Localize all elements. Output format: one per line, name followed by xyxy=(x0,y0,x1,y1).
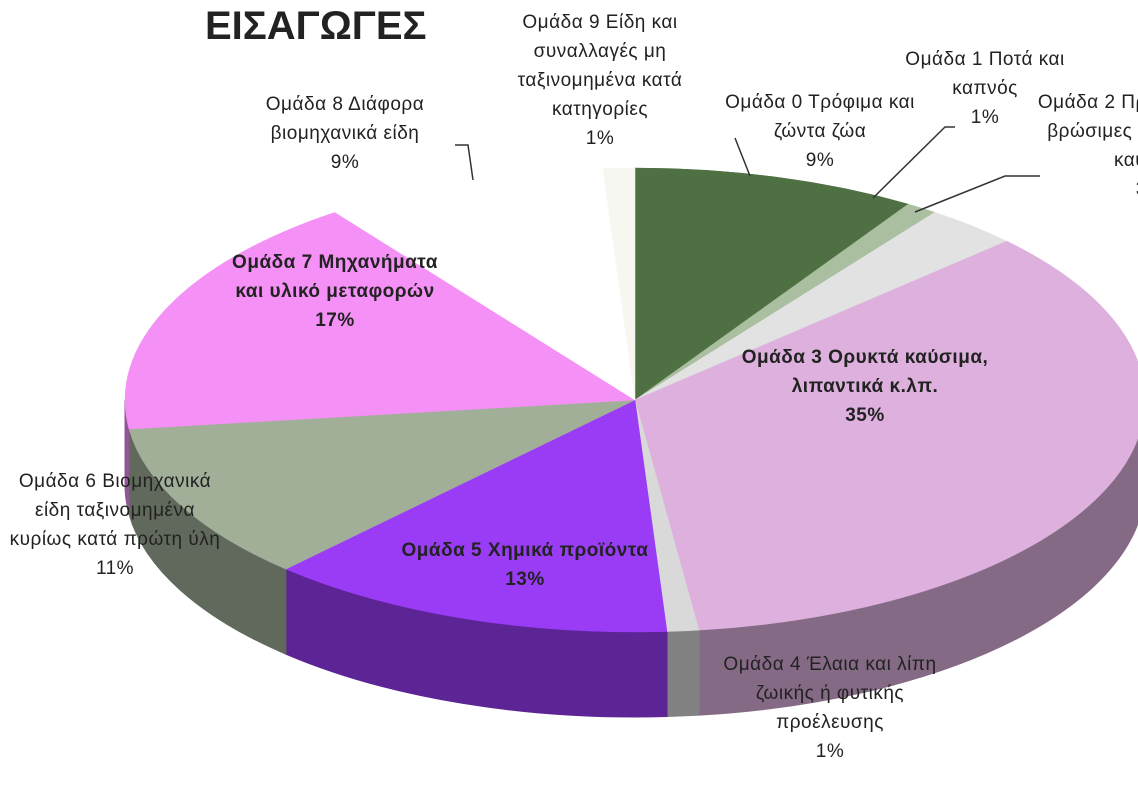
tops xyxy=(124,167,1138,633)
slice xyxy=(634,167,909,401)
value-label: 9% xyxy=(330,152,360,173)
category-label: Ομάδα 2 Πρώτες ύλες μη βρώσιμες εκτός απ… xyxy=(1037,92,1138,171)
data-label: Ομάδα 0 Τρόφιμα και ζώντα ζώα 9% xyxy=(710,88,930,175)
category-label: Ομάδα 9 Είδη και συναλλαγές μη ταξινομημ… xyxy=(517,12,683,120)
slice xyxy=(124,212,636,430)
leader-line xyxy=(872,126,955,199)
data-label: Ομάδα 3 Ορυκτά καύσιμα, λιπαντικά κ.λπ. 3… xyxy=(730,343,1000,430)
value-label: 9% xyxy=(805,150,835,171)
category-label: Ομάδα 8 Διάφορα βιομηχανικά είδη xyxy=(265,94,425,144)
slice xyxy=(285,399,668,633)
leader-line xyxy=(455,144,474,181)
category-label: Ομάδα 7 Μηχανήματα και υλικό μεταφορών xyxy=(232,252,438,302)
chart-title: ΕΙΣΑΓΩΓΕΣ xyxy=(205,4,427,48)
leader-line xyxy=(914,175,1040,213)
data-label: Ομάδα 9 Είδη και συναλλαγές μη ταξινομημ… xyxy=(478,8,723,153)
data-label: Ομάδα 4 Έλαια και λίπη ζωικής ή φυτικής … xyxy=(705,650,955,766)
value-label: 13% xyxy=(505,569,545,590)
category-label: Ομάδα 3 Ορυκτά καύσιμα, λιπαντικά κ.λπ. xyxy=(741,347,989,397)
slice-side xyxy=(666,629,700,718)
leader-lines xyxy=(455,126,1040,213)
category-label: Ομάδα 1 Ποτά και καπνός xyxy=(905,49,1065,99)
category-label: Ομάδα 6 Βιομηχανικά είδη ταξινομημένα κυ… xyxy=(9,471,221,550)
data-label: Ομάδα 1 Ποτά και καπνός 1% xyxy=(880,45,1090,132)
data-label: Ομάδα 2 Πρώτες ύλες μη βρώσιμες εκτός απ… xyxy=(1030,88,1138,204)
category-label: Ομάδα 0 Τρόφιμα και ζώντα ζώα xyxy=(725,92,915,142)
category-label: Ομάδα 4 Έλαια και λίπη ζωικής ή φυτικής … xyxy=(723,654,937,733)
value-label: 11% xyxy=(95,558,135,579)
data-label: Ομάδα 6 Βιομηχανικά είδη ταξινομημένα κυ… xyxy=(3,467,228,583)
data-label: Ομάδα 5 Χημικά προϊόντα 13% xyxy=(395,536,655,594)
data-label: Ομάδα 7 Μηχανήματα και υλικό μεταφορών 17… xyxy=(228,248,443,335)
leader-line xyxy=(734,137,751,177)
category-label: Ομάδα 5 Χημικά προϊόντα xyxy=(401,540,649,561)
value-label: 35% xyxy=(845,405,885,426)
value-label: 17% xyxy=(315,310,355,331)
value-label: 3% xyxy=(1030,175,1138,204)
value-label: 1% xyxy=(970,107,1000,128)
slice xyxy=(334,168,636,401)
data-label: Ομάδα 8 Διάφορα βιομηχανικά είδη 9% xyxy=(228,90,463,177)
value-label: 1% xyxy=(585,128,615,149)
slice xyxy=(602,167,636,401)
value-label: 1% xyxy=(815,741,845,762)
slice xyxy=(634,240,1138,631)
slice xyxy=(128,399,636,570)
